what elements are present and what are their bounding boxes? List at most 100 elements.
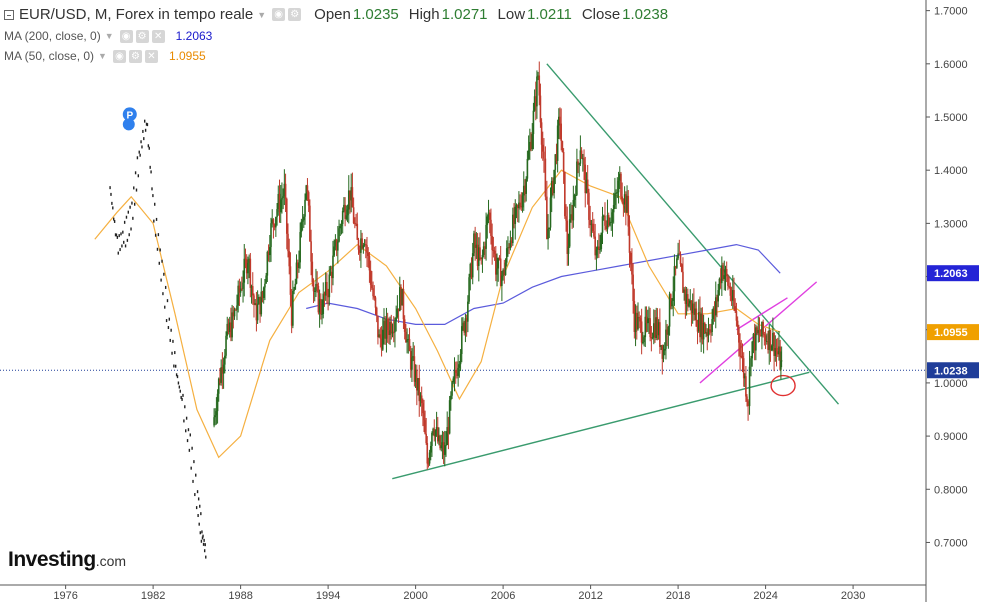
candle-body — [222, 364, 225, 374]
price-dot — [164, 285, 167, 289]
candle-body — [462, 322, 464, 327]
candle-body — [757, 329, 760, 334]
candle-body — [323, 293, 326, 296]
candle-body — [324, 281, 327, 296]
candle-body — [482, 246, 485, 255]
candle-body — [697, 312, 700, 332]
candle-body — [431, 432, 433, 446]
chevron-down-icon[interactable]: ▼ — [104, 31, 114, 41]
candle-body — [538, 75, 541, 96]
eye-icon[interactable]: ◉ — [119, 29, 133, 43]
price-dot — [186, 439, 189, 443]
candle-body — [338, 228, 340, 242]
candle-body — [490, 219, 492, 236]
close-icon[interactable]: ✕ — [144, 49, 158, 63]
price-dot — [146, 123, 149, 127]
collapse-icon[interactable] — [4, 9, 14, 20]
candle-body — [227, 323, 230, 333]
price-dot — [172, 339, 174, 343]
candle-body — [761, 321, 763, 337]
candle-body — [413, 356, 416, 382]
candle-body — [435, 427, 438, 431]
candle-body — [513, 214, 515, 225]
candle-body — [300, 221, 303, 233]
candle-body — [734, 306, 737, 312]
price-dot — [199, 504, 201, 508]
candle-body — [582, 158, 584, 160]
price-dot — [109, 186, 111, 190]
candle-body — [593, 231, 595, 237]
candle-body — [470, 263, 473, 278]
candle-body — [217, 378, 220, 394]
candle-body — [450, 395, 452, 401]
candle-body — [452, 378, 455, 383]
candle-body — [307, 192, 310, 206]
candle-body — [599, 249, 601, 251]
candle-body — [642, 342, 644, 344]
candle-body — [711, 319, 713, 332]
candle-body — [707, 329, 710, 336]
settings-icon[interactable]: ⚙ — [288, 8, 302, 21]
candle-body — [556, 125, 559, 161]
candle-body — [426, 443, 429, 464]
eye-icon[interactable]: ◉ — [112, 49, 126, 63]
chevron-down-icon[interactable]: ▼ — [98, 51, 107, 61]
price-dot — [163, 272, 165, 276]
price-dot — [133, 202, 136, 206]
candle-body — [497, 257, 500, 269]
price-dot — [123, 220, 126, 224]
price-dot — [185, 416, 188, 420]
price-dot — [197, 497, 200, 501]
candle-body — [656, 317, 659, 336]
price-dot — [173, 364, 175, 368]
candle-body — [282, 196, 284, 198]
price-dot — [168, 317, 171, 321]
candle-body — [381, 329, 384, 350]
candle-body — [534, 96, 537, 107]
candle-body — [670, 294, 672, 307]
price-dot — [115, 233, 118, 237]
price-dot — [199, 531, 202, 535]
price-dot — [160, 278, 162, 282]
candle-body — [568, 219, 571, 247]
candle-body — [612, 205, 615, 213]
candle-body — [663, 348, 666, 351]
eye-icon[interactable]: ◉ — [272, 8, 286, 21]
candle-body — [750, 358, 752, 367]
candle-body — [298, 262, 300, 268]
candle-body — [600, 232, 603, 250]
price-dot — [184, 405, 186, 409]
settings-icon[interactable]: ⚙ — [135, 29, 149, 43]
price-dot — [190, 466, 192, 470]
candle-body — [676, 258, 678, 268]
descending-trendline — [546, 63, 840, 405]
candle-body — [456, 373, 458, 376]
candle-body — [296, 262, 299, 268]
price-dot — [152, 194, 154, 198]
candle-body — [731, 290, 734, 301]
candle-body — [552, 180, 554, 194]
ohlc-row: EUR/USD, M, Forex in tempo reale ▼ ◉ ⚙ O… — [4, 6, 668, 23]
candle-body — [585, 179, 588, 194]
candle-body — [418, 378, 421, 402]
chevron-down-icon[interactable]: ▼ — [257, 9, 267, 20]
candle-body — [372, 288, 374, 297]
candle-body — [562, 152, 565, 172]
candle-body — [301, 220, 304, 222]
price-dot — [162, 292, 164, 296]
close-icon[interactable]: ✕ — [151, 29, 165, 43]
candle-body — [363, 244, 366, 246]
price-dot — [120, 232, 122, 236]
candle-body — [247, 262, 249, 274]
candle-body — [284, 183, 287, 199]
price-dot — [204, 543, 206, 547]
candle-body — [685, 294, 688, 304]
price-dot — [133, 186, 135, 190]
settings-icon[interactable]: ⚙ — [128, 49, 142, 63]
candle-body — [333, 246, 335, 256]
candle-body — [454, 370, 457, 374]
candle-body — [313, 290, 316, 292]
ma200-label: MA (200, close, 0) — [4, 29, 101, 43]
candle-body — [237, 285, 239, 306]
